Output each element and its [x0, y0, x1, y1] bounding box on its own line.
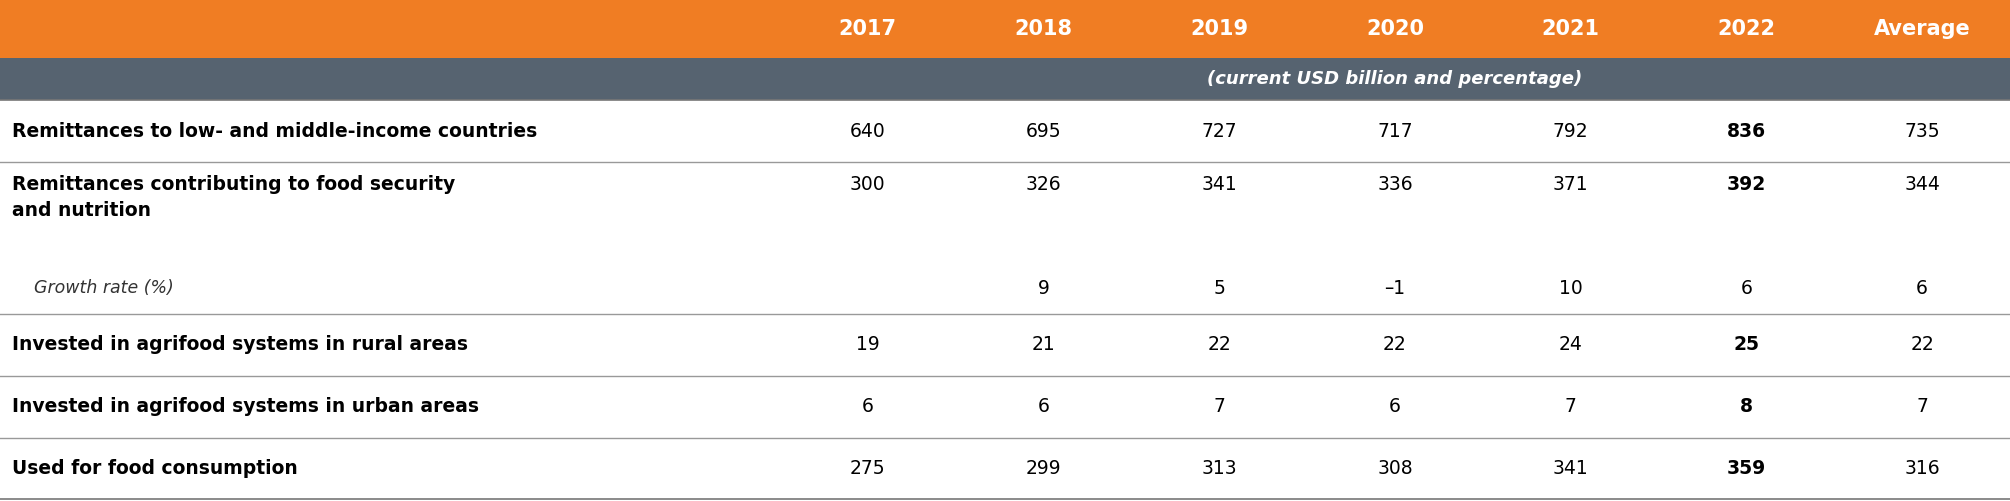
Text: 24: 24	[1558, 336, 1582, 355]
Text: 19: 19	[856, 336, 880, 355]
Text: Average: Average	[1873, 19, 1970, 39]
Text: 6: 6	[1037, 397, 1049, 416]
Text: 717: 717	[1377, 122, 1413, 140]
Text: 792: 792	[1554, 122, 1588, 140]
Text: 640: 640	[850, 122, 886, 140]
Text: 371: 371	[1554, 174, 1588, 193]
Text: Growth rate (%): Growth rate (%)	[34, 279, 173, 297]
Text: 336: 336	[1377, 174, 1413, 193]
Text: and nutrition: and nutrition	[12, 201, 151, 220]
Text: 10: 10	[1560, 279, 1582, 298]
Text: 2021: 2021	[1542, 19, 1600, 39]
Text: 341: 341	[1554, 459, 1588, 478]
Text: 2017: 2017	[838, 19, 896, 39]
Text: 5: 5	[1214, 279, 1226, 298]
Text: 2020: 2020	[1367, 19, 1423, 39]
Text: 313: 313	[1202, 459, 1236, 478]
Text: Remittances to low- and middle-income countries: Remittances to low- and middle-income co…	[12, 122, 537, 140]
Text: 7: 7	[1564, 397, 1576, 416]
Bar	[0, 100, 2010, 162]
Bar	[0, 162, 2010, 262]
Text: Invested in agrifood systems in urban areas: Invested in agrifood systems in urban ar…	[12, 397, 478, 416]
Text: (current USD billion and percentage): (current USD billion and percentage)	[1208, 70, 1582, 88]
Text: Remittances contributing to food security: Remittances contributing to food securit…	[12, 174, 454, 193]
Text: Used for food consumption: Used for food consumption	[12, 459, 297, 478]
Text: 2018: 2018	[1015, 19, 1073, 39]
Text: Invested in agrifood systems in rural areas: Invested in agrifood systems in rural ar…	[12, 336, 468, 355]
Text: 6: 6	[862, 397, 874, 416]
Text: 7: 7	[1916, 397, 1928, 416]
Text: 2019: 2019	[1190, 19, 1248, 39]
Bar	[0, 58, 2010, 100]
Text: 21: 21	[1031, 336, 1055, 355]
Text: –1: –1	[1385, 279, 1405, 298]
Text: 308: 308	[1377, 459, 1413, 478]
Text: 275: 275	[850, 459, 886, 478]
Text: 344: 344	[1903, 174, 1940, 193]
Text: 836: 836	[1727, 122, 1767, 140]
Text: 316: 316	[1903, 459, 1940, 478]
Text: 299: 299	[1025, 459, 1061, 478]
Text: 22: 22	[1383, 336, 1407, 355]
Text: 22: 22	[1910, 336, 1934, 355]
Bar	[0, 262, 2010, 314]
Text: 6: 6	[1741, 279, 1753, 298]
Text: 2022: 2022	[1717, 19, 1775, 39]
Bar	[0, 0, 2010, 58]
Bar	[0, 376, 2010, 438]
Text: 727: 727	[1202, 122, 1236, 140]
Text: 7: 7	[1214, 397, 1226, 416]
Text: 735: 735	[1903, 122, 1940, 140]
Text: 359: 359	[1727, 459, 1767, 478]
Bar	[0, 438, 2010, 499]
Text: 8: 8	[1741, 397, 1753, 416]
Text: 25: 25	[1733, 336, 1759, 355]
Text: 9: 9	[1037, 279, 1049, 298]
Text: 300: 300	[850, 174, 886, 193]
Text: 326: 326	[1025, 174, 1061, 193]
Text: 22: 22	[1208, 336, 1230, 355]
Text: 695: 695	[1025, 122, 1061, 140]
Text: 6: 6	[1916, 279, 1928, 298]
Text: 6: 6	[1389, 397, 1401, 416]
Text: 341: 341	[1202, 174, 1236, 193]
Bar	[0, 314, 2010, 376]
Text: 392: 392	[1727, 174, 1767, 193]
